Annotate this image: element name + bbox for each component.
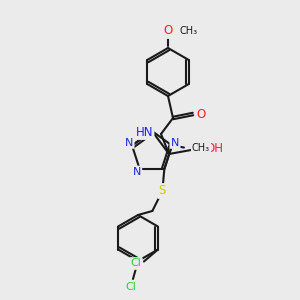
Text: CH₃: CH₃ — [180, 26, 198, 36]
Text: OH: OH — [205, 142, 223, 155]
Text: N: N — [133, 167, 141, 177]
Text: N: N — [125, 137, 133, 148]
Text: Cl: Cl — [126, 282, 136, 292]
Text: O: O — [164, 25, 172, 38]
Text: N: N — [171, 137, 179, 148]
Text: S: S — [159, 184, 166, 197]
Text: CH₃: CH₃ — [192, 142, 210, 152]
Text: HN: HN — [136, 125, 153, 139]
Text: O: O — [196, 107, 206, 121]
Text: Cl: Cl — [130, 259, 141, 269]
